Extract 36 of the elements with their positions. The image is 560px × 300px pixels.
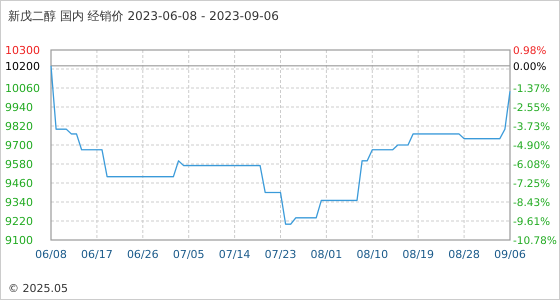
x-tick-label: 08/28 [448, 248, 480, 261]
chart-title: 新戊二醇 国内 经销价 2023-06-08 - 2023-09-06 [8, 9, 279, 23]
x-tick-label: 06/17 [81, 248, 113, 261]
x-tick-label: 09/06 [494, 248, 526, 261]
y-tick-label: 10200 [5, 60, 40, 73]
y-tick-label: 9700 [5, 139, 33, 152]
y2-tick-label: -3.73% [513, 121, 550, 134]
y2-tick-label: -6.08% [513, 159, 550, 172]
y-tick-label: 9220 [5, 215, 33, 228]
y-tick-label: 10060 [5, 82, 40, 95]
x-tick-label: 07/14 [218, 248, 250, 261]
y-tick-label: 9820 [5, 120, 33, 133]
y2-tick-label: -8.43% [513, 197, 550, 210]
y2-tick-label: -7.25% [513, 178, 550, 190]
y2-tick-label: -2.55% [513, 102, 550, 114]
y2-tick-label: -4.90% [513, 140, 550, 152]
y-tick-label: 9580 [5, 158, 33, 171]
y2-tick-label: 0.98% [513, 45, 546, 57]
y2-tick-label: -1.37% [513, 82, 550, 95]
y2-tick-label: -10.78% [513, 235, 557, 247]
y2-tick-label: 0.00% [513, 60, 546, 73]
y2-tick-label: -9.61% [513, 216, 550, 228]
x-tick-label: 08/01 [310, 248, 342, 261]
y-tick-label: 10300 [5, 44, 40, 57]
y-tick-label: 9940 [5, 101, 33, 114]
x-tick-label: 06/26 [126, 248, 159, 261]
text: © 2025.05 [8, 282, 68, 295]
y-tick-label: 9340 [5, 196, 33, 209]
line-series [50, 65, 511, 225]
x-tick-label: 08/19 [402, 248, 434, 261]
y-tick-label: 9460 [5, 177, 33, 190]
x-tick-label: 07/23 [264, 248, 296, 261]
x-tick-label: 08/10 [356, 248, 388, 261]
x-tick-label: 07/05 [172, 248, 205, 261]
x-tick-label: 06/08 [35, 248, 67, 261]
y-tick-label: 9100 [5, 234, 33, 247]
